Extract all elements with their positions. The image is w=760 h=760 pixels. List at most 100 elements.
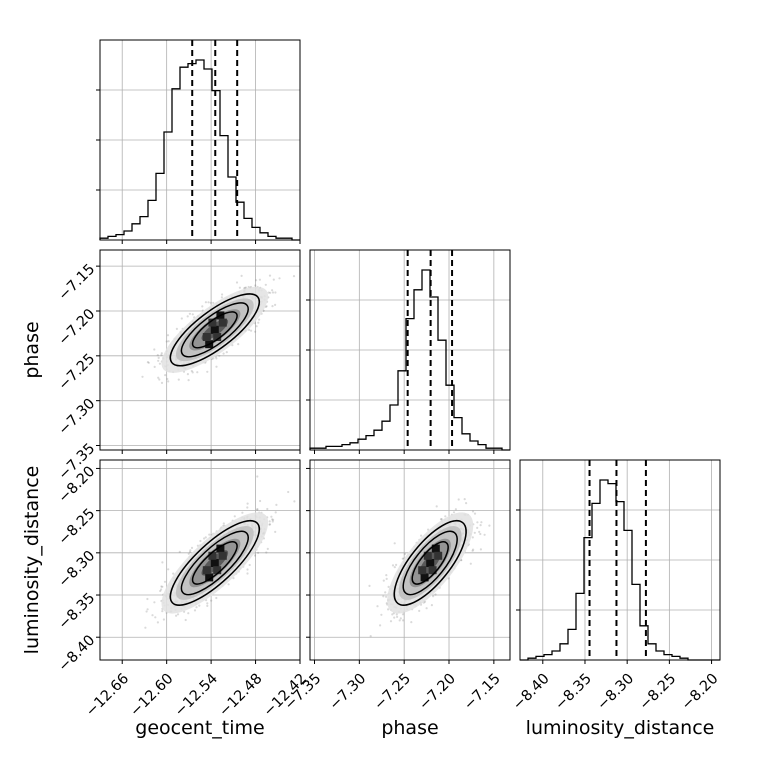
scatter-phase-vs-luminosity-distance-peak-block-6 xyxy=(428,566,437,575)
scatter-phase-vs-luminosity-distance-point xyxy=(476,521,479,524)
scatter-geocent-time-vs-luminosity-distance-point xyxy=(193,609,197,612)
scatter-geocent-time-vs-luminosity-distance-peak-block-5 xyxy=(202,566,211,575)
scatter-phase-vs-luminosity-distance-contour-2 xyxy=(411,541,449,585)
scatter-geocent-time-vs-luminosity-distance-point xyxy=(274,511,277,514)
y-tick-label-luminosity-distance-0: −8.40 xyxy=(56,632,99,675)
scatter-geocent-time-vs-phase-plot-area xyxy=(141,274,296,384)
scatter-phase-vs-luminosity-distance-point xyxy=(427,528,430,531)
scatter-geocent-time-vs-phase-peak-block-6 xyxy=(213,333,222,341)
x-tick-label-luminosity-distance-2: −8.30 xyxy=(594,671,637,714)
x-tick-label-phase-3: −7.20 xyxy=(416,671,459,714)
scatter-geocent-time-vs-luminosity-distance-point xyxy=(160,585,163,588)
scatter-geocent-time-vs-phase-point xyxy=(265,305,268,308)
scatter-geocent-time-vs-luminosity-distance-point xyxy=(268,523,271,526)
scatter-geocent-time-vs-luminosity-distance-point xyxy=(167,568,170,571)
scatter-geocent-time-vs-phase-point xyxy=(166,377,169,381)
scatter-geocent-time-vs-phase-point xyxy=(164,374,167,377)
x-tick-label-luminosity-distance-4: −8.20 xyxy=(679,671,722,714)
hist-geocent-time-panel xyxy=(96,39,301,244)
scatter-phase-vs-luminosity-distance-point xyxy=(471,536,474,539)
scatter-geocent-time-vs-luminosity-distance-frame xyxy=(99,459,301,661)
scatter-geocent-time-vs-phase-point xyxy=(190,369,193,373)
scatter-geocent-time-vs-luminosity-distance-panel xyxy=(96,459,301,664)
axis-labels-layer: geocent_time phase luminosity_distance p… xyxy=(21,321,714,739)
scatter-geocent-time-vs-luminosity-distance-contour-1 xyxy=(180,530,249,596)
x-tick-label-geocent-time-3: −12.48 xyxy=(216,671,265,720)
scatter-geocent-time-vs-luminosity-distance-point xyxy=(144,626,147,629)
scatter-phase-vs-luminosity-distance-point xyxy=(393,566,396,569)
scatter-geocent-time-vs-phase-point xyxy=(141,375,144,378)
scatter-geocent-time-vs-luminosity-distance-point xyxy=(287,490,290,494)
scatter-geocent-time-vs-luminosity-distance-plot-area xyxy=(144,475,296,629)
x-tick-label-phase-2: −7.25 xyxy=(371,671,414,714)
scatter-phase-vs-luminosity-distance-point xyxy=(454,508,457,511)
scatter-geocent-time-vs-luminosity-distance-point xyxy=(153,601,156,604)
scatter-phase-vs-luminosity-distance-point xyxy=(471,549,474,552)
scatter-geocent-time-vs-phase-point xyxy=(258,278,261,281)
scatter-geocent-time-vs-luminosity-distance-peak-block-2 xyxy=(205,573,214,582)
scatter-phase-vs-luminosity-distance-point xyxy=(440,518,443,521)
scatter-phase-vs-luminosity-distance-point xyxy=(401,557,404,560)
scatter-geocent-time-vs-phase-point xyxy=(146,361,149,364)
scatter-geocent-time-vs-phase-point xyxy=(204,301,207,304)
scatter-geocent-time-vs-luminosity-distance-point xyxy=(246,568,249,571)
scatter-geocent-time-vs-phase-point xyxy=(191,313,194,316)
scatter-geocent-time-vs-luminosity-distance-point xyxy=(268,520,271,523)
scatter-phase-vs-luminosity-distance-point xyxy=(420,534,423,537)
scatter-phase-vs-luminosity-distance-point xyxy=(393,542,396,545)
scatter-geocent-time-vs-phase-contour-2 xyxy=(191,311,238,349)
scatter-phase-vs-luminosity-distance-point xyxy=(393,616,396,619)
scatter-phase-vs-luminosity-distance-point xyxy=(430,604,433,607)
scatter-geocent-time-vs-phase-point xyxy=(271,289,274,292)
scatter-phase-vs-luminosity-distance-point xyxy=(479,532,482,536)
scatter-geocent-time-vs-luminosity-distance-point xyxy=(274,530,277,534)
scatter-geocent-time-vs-phase-point xyxy=(180,317,183,320)
y-tick-label-phase-1: −7.30 xyxy=(56,396,99,439)
scatter-phase-vs-luminosity-distance-peak-block-1 xyxy=(431,544,440,553)
x-tick-label-geocent-time-2: −12.54 xyxy=(172,671,221,720)
scatter-geocent-time-vs-phase-point xyxy=(235,281,239,284)
scatter-geocent-time-vs-phase-panel xyxy=(96,249,301,454)
scatter-geocent-time-vs-phase-point xyxy=(196,371,199,374)
scatter-phase-vs-luminosity-distance-point xyxy=(384,591,387,594)
y-tick-label-luminosity-distance-3: −8.25 xyxy=(56,506,99,549)
scatter-geocent-time-vs-phase-point xyxy=(209,301,212,304)
scatter-phase-vs-luminosity-distance-point xyxy=(385,577,388,581)
scatter-geocent-time-vs-phase-point xyxy=(278,277,281,280)
scatter-phase-vs-luminosity-distance-point xyxy=(471,510,475,513)
scatter-geocent-time-vs-phase-point xyxy=(158,378,161,381)
scatter-geocent-time-vs-luminosity-distance-point xyxy=(227,583,230,586)
scatter-geocent-time-vs-phase-point xyxy=(186,373,189,376)
scatter-geocent-time-vs-luminosity-distance-point xyxy=(233,515,236,518)
x-tick-label-luminosity-distance-3: −8.25 xyxy=(637,671,680,714)
scatter-geocent-time-vs-phase-point xyxy=(240,274,243,277)
scatter-geocent-time-vs-luminosity-distance-point xyxy=(184,618,187,622)
scatter-geocent-time-vs-luminosity-distance-point xyxy=(206,604,209,608)
x-tick-label-geocent-time-1: −12.60 xyxy=(127,671,176,720)
scatter-geocent-time-vs-phase-point xyxy=(215,365,218,368)
scatter-phase-vs-luminosity-distance-point xyxy=(479,548,482,551)
scatter-phase-vs-luminosity-distance-peak-block-5 xyxy=(418,566,427,575)
scatter-geocent-time-vs-luminosity-distance-point xyxy=(246,502,249,505)
y-axis-label-luminosity-distance: luminosity_distance xyxy=(21,466,43,655)
x-tick-label-luminosity-distance-0: −8.40 xyxy=(510,671,553,714)
scatter-geocent-time-vs-luminosity-distance-point xyxy=(256,508,259,511)
scatter-geocent-time-vs-luminosity-distance-point xyxy=(175,614,178,617)
scatter-geocent-time-vs-luminosity-distance-point xyxy=(256,508,259,511)
scatter-phase-vs-luminosity-distance-point xyxy=(395,563,398,567)
scatter-geocent-time-vs-phase-point xyxy=(153,365,156,368)
scatter-geocent-time-vs-phase-point xyxy=(191,371,194,374)
scatter-phase-vs-luminosity-distance-frame xyxy=(309,459,511,661)
scatter-geocent-time-vs-luminosity-distance-point xyxy=(145,610,148,613)
scatter-phase-vs-luminosity-distance-contour-1 xyxy=(402,530,458,596)
scatter-phase-vs-luminosity-distance-point xyxy=(457,498,460,501)
scatter-phase-vs-luminosity-distance-point xyxy=(385,595,388,598)
scatter-geocent-time-vs-phase-point xyxy=(206,370,209,373)
scatter-geocent-time-vs-phase-point xyxy=(188,312,191,315)
scatter-phase-vs-luminosity-distance-point xyxy=(435,505,438,508)
scatter-geocent-time-vs-luminosity-distance-point xyxy=(241,511,244,514)
y-tick-label-luminosity-distance-2: −8.30 xyxy=(56,548,99,591)
scatter-geocent-time-vs-luminosity-distance-point xyxy=(188,550,192,554)
scatter-phase-vs-luminosity-distance-point xyxy=(469,562,472,565)
